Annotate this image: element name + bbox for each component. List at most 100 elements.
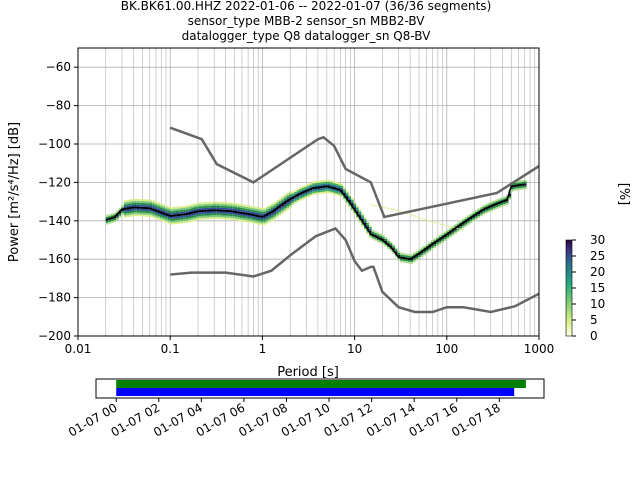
histogram-cell <box>234 207 238 210</box>
histogram-cell <box>309 194 313 197</box>
histogram-cell <box>322 183 326 186</box>
histogram-cell <box>415 256 419 259</box>
histogram-cell <box>216 215 220 218</box>
histogram-cell <box>418 254 421 257</box>
histogram-cell <box>188 208 191 211</box>
histogram-cell <box>389 243 393 246</box>
timeline-bar <box>116 380 526 388</box>
histogram-cell <box>245 216 248 219</box>
histogram-cell <box>170 216 173 219</box>
histogram-cell <box>154 203 158 206</box>
histogram-cell <box>500 199 504 202</box>
histogram-cell <box>410 259 413 262</box>
histogram-cell <box>121 209 124 212</box>
histogram-cell <box>505 201 509 203</box>
histogram-cell <box>141 204 145 207</box>
histogram-cell <box>351 203 354 206</box>
histogram-cell <box>239 213 243 216</box>
outlier-cell <box>439 223 442 225</box>
histogram-cell <box>485 211 488 214</box>
histogram-cell <box>518 188 522 190</box>
histogram-cell <box>477 208 481 211</box>
histogram-cell <box>198 214 202 216</box>
y-tick-label: −80 <box>46 99 71 113</box>
histogram-cell <box>366 226 370 229</box>
histogram-cell <box>141 199 145 202</box>
histogram-cell <box>511 189 514 192</box>
histogram-cell <box>516 186 519 189</box>
histogram-cell <box>162 219 166 222</box>
histogram-cell <box>281 205 284 208</box>
histogram-cell <box>198 212 202 215</box>
histogram-cell <box>270 209 274 212</box>
histogram-cell <box>309 182 313 185</box>
histogram-cell <box>196 208 199 211</box>
histogram-cell <box>170 222 173 225</box>
histogram-cell <box>121 207 124 210</box>
histogram-cell <box>343 193 346 195</box>
histogram-cell <box>260 219 264 222</box>
x-tick-label: 1000 <box>524 342 555 356</box>
histogram-cell <box>462 218 465 221</box>
outlier-cell <box>445 225 448 227</box>
histogram-cell <box>265 216 269 218</box>
histogram-cell <box>234 205 238 208</box>
histogram-cell <box>335 185 339 188</box>
histogram-cell <box>157 212 160 215</box>
histogram-cell <box>188 216 191 219</box>
histogram-cell <box>425 245 429 248</box>
histogram-cell <box>462 224 465 227</box>
histogram-cell <box>480 212 483 215</box>
histogram-cell <box>131 212 135 215</box>
histogram-cell <box>224 217 228 220</box>
histogram-cell <box>237 209 240 212</box>
histogram-cell <box>402 253 406 256</box>
histogram-cell <box>374 233 377 235</box>
histogram-cell <box>245 220 248 223</box>
histogram-cell <box>376 234 380 237</box>
histogram-cell <box>128 205 132 208</box>
histogram-cell <box>134 210 137 213</box>
histogram-cell <box>358 209 362 212</box>
histogram-cell <box>356 205 359 208</box>
histogram-cell <box>351 207 354 210</box>
histogram-cell <box>343 191 346 194</box>
histogram-cell <box>325 183 328 186</box>
histogram-cell <box>521 181 524 184</box>
histogram-cell <box>188 210 191 213</box>
histogram-cell <box>108 219 111 222</box>
histogram-cell <box>371 237 375 240</box>
histogram-cell <box>123 215 127 218</box>
y-tick-label: −120 <box>38 175 71 189</box>
histogram-cell <box>126 215 129 218</box>
histogram-cell <box>418 251 421 254</box>
histogram-cell <box>118 213 122 216</box>
histogram-cell <box>258 220 261 223</box>
histogram-cell <box>121 212 124 215</box>
histogram-cell <box>152 214 155 216</box>
histogram-cell <box>134 200 137 203</box>
histogram-cell <box>296 190 300 193</box>
histogram-cell <box>206 202 210 204</box>
histogram-cell <box>320 184 323 187</box>
histogram-cell <box>294 197 297 200</box>
histogram-cell <box>283 204 287 206</box>
outlier-cell <box>442 224 445 226</box>
histogram-cell <box>356 207 359 210</box>
histogram-cell <box>252 219 256 222</box>
histogram-cell <box>188 220 191 223</box>
outlier-cell <box>387 207 390 209</box>
histogram-cell <box>126 209 129 212</box>
histogram-cell <box>273 213 277 216</box>
histogram-cell <box>433 238 437 241</box>
histogram-cell <box>296 200 300 202</box>
histogram-cell <box>366 224 370 227</box>
histogram-cell <box>141 208 145 211</box>
histogram-cell <box>201 208 204 211</box>
histogram-cell <box>273 203 277 206</box>
histogram-cell <box>123 211 127 214</box>
histogram-cell <box>227 202 230 205</box>
histogram-cell <box>335 183 339 186</box>
histogram-cell <box>185 207 189 210</box>
histogram-cell <box>209 201 212 204</box>
